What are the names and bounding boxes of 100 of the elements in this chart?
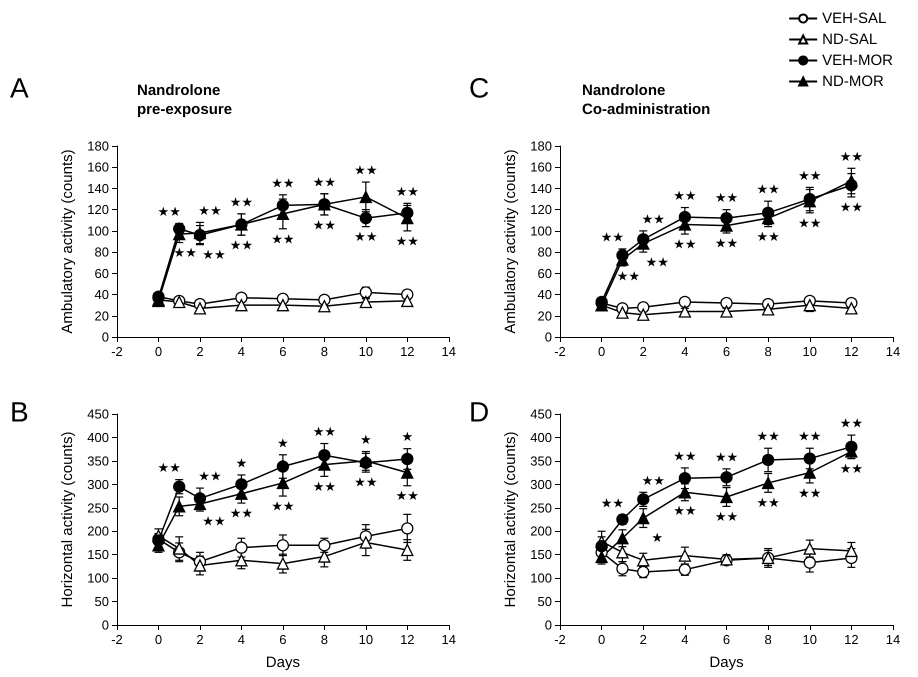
x-tick-label: 10	[802, 632, 817, 647]
annotation: ★★	[202, 514, 226, 530]
annotation: ★★	[714, 191, 738, 206]
y-tick-label: 450	[530, 406, 552, 422]
y-tick-label: 350	[87, 453, 109, 468]
annotation: ★★	[840, 200, 864, 216]
annotation: ★	[360, 433, 372, 448]
y-tick-label: 450	[87, 406, 109, 422]
annotation: ★★	[271, 232, 295, 248]
x-tick-label: 14	[442, 632, 456, 647]
annotation: ★★	[354, 476, 378, 491]
y-tick-label: 160	[87, 160, 109, 175]
x-tick-label: 2	[640, 344, 647, 359]
annotation: ★★	[312, 218, 336, 234]
annotation: ★★	[798, 486, 822, 502]
y-tick-label: 200	[87, 524, 109, 539]
y-axis-title: Horizontal activity (counts)	[502, 432, 519, 608]
annotation: ★★	[646, 256, 669, 271]
x-tick-label: 12	[400, 632, 415, 647]
x-tick-label: 14	[886, 632, 900, 647]
y-axis-title: Horizontal activity (counts)	[59, 432, 76, 608]
y-tick-label: 150	[530, 547, 552, 562]
annotation: ★★	[798, 216, 822, 232]
text: C	[469, 72, 490, 104]
x-tick-label: 0	[154, 344, 162, 359]
annotation: ★★	[756, 496, 780, 511]
annotation: ★★	[230, 195, 254, 210]
y-tick-label: 40	[538, 287, 552, 302]
legend-label: ND-MOR	[822, 73, 884, 90]
y-tick-label: 120	[530, 202, 552, 218]
annotation: ★★	[756, 230, 780, 246]
x-axis-title: Days	[266, 654, 300, 671]
annotation: ★★	[798, 430, 822, 445]
legend-label: VEH-SAL	[822, 10, 886, 27]
annotation: ★★	[840, 150, 864, 165]
x-tick-label: -2	[111, 632, 123, 647]
y-tick-label: 20	[538, 308, 552, 324]
x-tick-label: 8	[764, 632, 772, 647]
x-tick-label: -2	[554, 344, 566, 359]
x-tick-label: 8	[764, 344, 772, 359]
x-tick-label: 4	[238, 632, 246, 647]
annotation: ★★	[354, 164, 378, 179]
annotation: ★★	[271, 176, 295, 192]
x-tick-label: 4	[238, 344, 246, 359]
annotation: ★	[651, 530, 664, 546]
y-tick-label: 100	[87, 570, 109, 586]
x-tick-label: 10	[358, 632, 374, 647]
y-tick-label: 80	[94, 244, 109, 260]
annotation: ★★	[673, 238, 697, 253]
chart-title: Nandrolone pre-exposure	[137, 82, 232, 118]
annotation: ★	[236, 456, 248, 472]
x-tick-label: 12	[400, 344, 415, 359]
x-tick-label: 12	[844, 632, 859, 647]
y-tick-label: 0	[102, 330, 109, 344]
x-tick-label: 8	[320, 632, 328, 647]
x-tick-label: 6	[279, 632, 286, 647]
annotation: ★★	[714, 450, 738, 466]
annotation: ★★	[673, 189, 697, 204]
annotation: ★★	[230, 506, 254, 522]
annotation: ★	[401, 430, 414, 446]
y-tick-label: 0	[544, 330, 552, 344]
annotation: ★★	[202, 248, 226, 264]
x-tick-label: 0	[154, 632, 162, 647]
annotation: ★★	[396, 489, 419, 504]
y-tick-label: 400	[87, 430, 109, 445]
annotation: ★★	[198, 204, 222, 219]
y-axis-title: Ambulatory activity (counts)	[59, 149, 76, 334]
y-tick-label: 300	[87, 476, 109, 492]
legend-label: ND-SAL	[822, 31, 878, 48]
annotation: ★★	[673, 449, 697, 464]
x-tick-label: 10	[802, 344, 817, 359]
annotation: ★★	[158, 204, 181, 220]
y-axis-title: Ambulatory activity (counts)	[502, 149, 519, 334]
x-tick-label: 0	[598, 632, 606, 647]
x-tick-label: 2	[196, 344, 204, 359]
y-tick-label: 60	[538, 266, 552, 281]
annotation: ★★	[230, 238, 254, 254]
y-tick-label: 140	[87, 180, 109, 196]
x-tick-label: -2	[111, 344, 123, 359]
x-tick-label: 4	[681, 344, 688, 359]
y-tick-label: 350	[530, 453, 552, 468]
annotation: ★★	[174, 246, 197, 262]
annotation: ★★	[312, 480, 336, 495]
x-tick-label: 12	[844, 344, 859, 359]
annotation: ★★	[840, 416, 864, 432]
y-tick-label: 400	[530, 430, 552, 445]
annotation: ★★	[600, 230, 624, 246]
text: B	[10, 396, 29, 428]
annotation: ★★	[616, 269, 640, 284]
x-tick-label: 6	[722, 632, 730, 647]
annotation: ★★	[714, 236, 738, 252]
y-tick-label: 300	[530, 476, 552, 492]
x-tick-label: 2	[640, 632, 647, 647]
y-tick-label: 250	[530, 500, 552, 516]
annotation: ★★	[354, 230, 378, 246]
annotation: ★★	[798, 168, 822, 184]
x-tick-label: 6	[279, 344, 286, 359]
annotation: ★★	[673, 504, 697, 520]
x-tick-label: 6	[722, 344, 730, 359]
annotation: ★★	[396, 184, 419, 200]
